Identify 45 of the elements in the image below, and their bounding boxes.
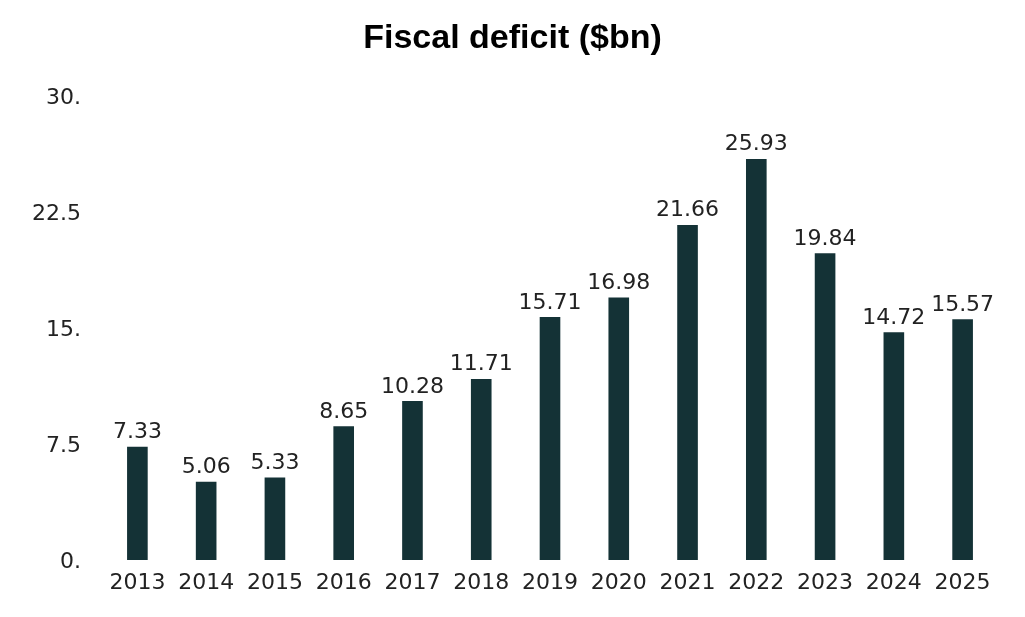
x-tick-label: 2019 (522, 568, 578, 594)
bar (402, 401, 423, 560)
data-label: 11.71 (449, 350, 513, 376)
data-label: 10.28 (380, 372, 444, 398)
y-tick-label: 0. (60, 547, 81, 573)
x-tick-label: 2022 (728, 568, 785, 594)
bar (677, 224, 698, 560)
bar (952, 319, 973, 560)
x-tick-label: 2016 (315, 568, 372, 594)
bar (333, 426, 355, 560)
bar (539, 317, 561, 560)
bar (883, 332, 905, 560)
bar (814, 253, 836, 560)
y-tick-label: 7.5 (46, 431, 81, 457)
bar (264, 477, 286, 560)
data-label: 8.65 (319, 397, 369, 423)
y-tick-label: 30. (46, 83, 81, 109)
y-tick-label: 15. (46, 315, 81, 341)
bar (127, 446, 148, 560)
x-tick-label: 2013 (109, 568, 166, 594)
x-tick-label: 2017 (384, 568, 441, 594)
bar (608, 297, 630, 560)
data-label: 5.06 (181, 453, 231, 479)
data-label: 21.66 (656, 196, 720, 222)
bar (195, 481, 217, 560)
x-tick-label: 2025 (934, 568, 991, 594)
x-tick-label: 2021 (659, 568, 716, 594)
chart-title: Fiscal deficit ($bn) (363, 17, 662, 55)
data-label: 25.93 (724, 130, 788, 156)
x-tick-label: 2014 (178, 568, 235, 594)
data-label: 5.33 (250, 449, 300, 475)
x-tick-label: 2024 (865, 568, 922, 594)
x-tick-label: 2015 (246, 568, 303, 594)
y-tick-label: 22.5 (32, 199, 81, 225)
data-label: 19.84 (793, 224, 857, 250)
data-label: 7.33 (112, 418, 162, 444)
data-label: 15.57 (931, 290, 995, 316)
data-label: 16.98 (587, 268, 651, 294)
x-tick-label: 2023 (797, 568, 854, 594)
bar (745, 158, 767, 560)
data-label: 15.71 (518, 288, 582, 314)
x-tick-label: 2020 (590, 568, 647, 594)
x-tick-label: 2018 (453, 568, 510, 594)
bar (470, 378, 492, 560)
data-label: 14.72 (862, 303, 926, 329)
